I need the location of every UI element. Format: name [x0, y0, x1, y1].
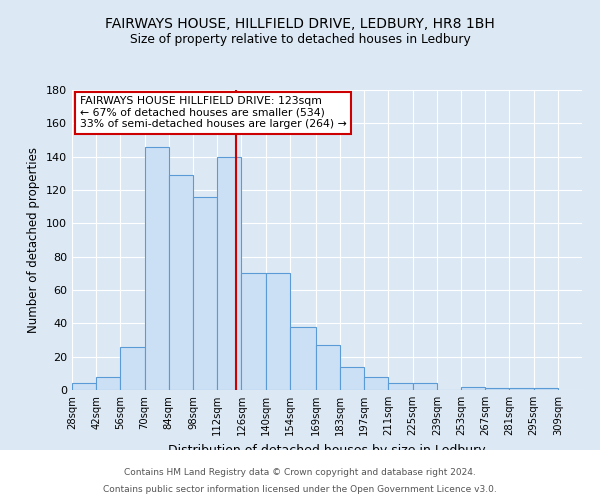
Bar: [266, 274, 290, 390]
Bar: [340, 366, 364, 390]
Bar: [121, 346, 145, 390]
Bar: [290, 326, 316, 390]
Text: Size of property relative to detached houses in Ledbury: Size of property relative to detached ho…: [130, 32, 470, 46]
Bar: [413, 384, 437, 390]
Bar: [241, 274, 266, 390]
Bar: [485, 388, 509, 390]
Text: Contains HM Land Registry data © Crown copyright and database right 2024.: Contains HM Land Registry data © Crown c…: [124, 468, 476, 477]
Text: Contains public sector information licensed under the Open Government Licence v3: Contains public sector information licen…: [103, 484, 497, 494]
Bar: [96, 376, 121, 390]
Y-axis label: Number of detached properties: Number of detached properties: [28, 147, 40, 333]
Bar: [169, 175, 193, 390]
Bar: [217, 156, 241, 390]
Bar: [316, 345, 340, 390]
Bar: [509, 388, 533, 390]
Bar: [193, 196, 217, 390]
Bar: [461, 386, 485, 390]
Bar: [145, 146, 169, 390]
Text: FAIRWAYS HOUSE HILLFIELD DRIVE: 123sqm
← 67% of detached houses are smaller (534: FAIRWAYS HOUSE HILLFIELD DRIVE: 123sqm ←…: [80, 96, 346, 129]
Bar: [72, 384, 96, 390]
Bar: [364, 376, 388, 390]
Text: FAIRWAYS HOUSE, HILLFIELD DRIVE, LEDBURY, HR8 1BH: FAIRWAYS HOUSE, HILLFIELD DRIVE, LEDBURY…: [105, 18, 495, 32]
Bar: [533, 388, 558, 390]
X-axis label: Distribution of detached houses by size in Ledbury: Distribution of detached houses by size …: [168, 444, 486, 456]
Bar: [388, 384, 413, 390]
